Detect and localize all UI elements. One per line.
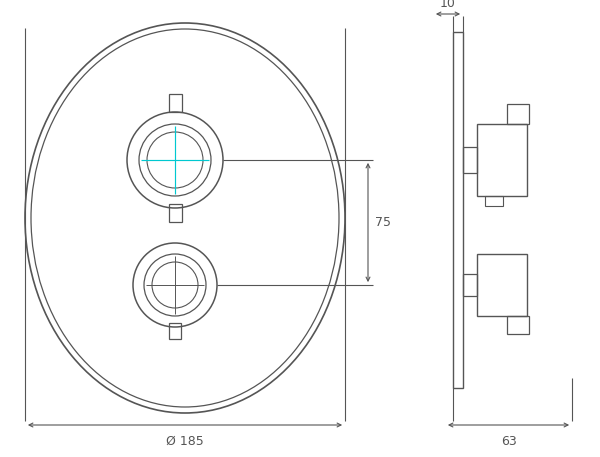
Text: 10: 10 bbox=[440, 0, 456, 10]
Text: Ø 185: Ø 185 bbox=[166, 435, 204, 448]
Bar bbox=[507, 316, 529, 334]
Bar bbox=[485, 196, 503, 206]
Bar bbox=[169, 323, 181, 339]
Bar bbox=[507, 104, 529, 124]
Bar bbox=[169, 204, 182, 222]
Bar bbox=[169, 94, 182, 112]
Bar bbox=[463, 274, 477, 296]
Bar bbox=[477, 124, 527, 196]
Text: 63: 63 bbox=[500, 435, 517, 448]
Text: 75: 75 bbox=[375, 216, 391, 229]
Bar bbox=[453, 32, 463, 388]
Bar bbox=[477, 254, 527, 316]
Bar bbox=[463, 147, 477, 173]
